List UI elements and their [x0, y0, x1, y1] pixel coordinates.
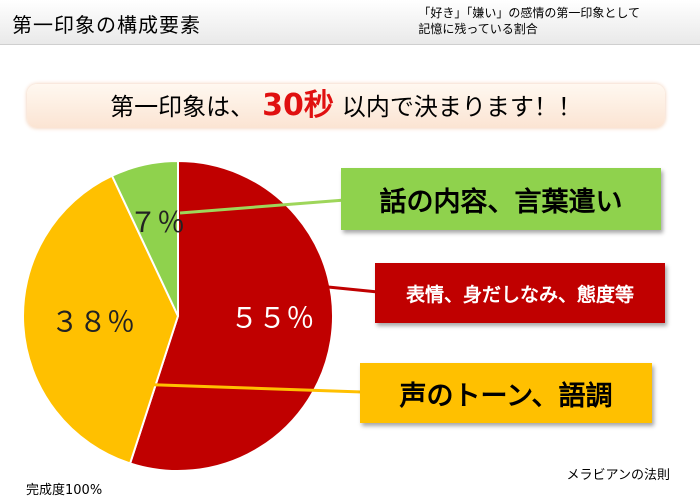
header-subtitle-line-2: 記憶に残っている割合 [418, 22, 538, 36]
footer-source: メラビアンの法則 [566, 468, 670, 483]
pie-label-1: ３８％ [51, 305, 135, 338]
headline-banner: 第一印象は、 30秒 以内で決まります！！ [27, 84, 665, 128]
footer-completion: 完成度100% [26, 483, 103, 498]
pie-slice-2 [110, 159, 179, 317]
pie-label-2: ７％ [129, 206, 185, 239]
pie-slice-1 [22, 174, 180, 465]
banner-highlight: 30秒 [262, 88, 334, 123]
leader-line-green [179, 198, 346, 215]
banner-prefix: 第一印象は、 [110, 93, 255, 121]
callout-red: 表情、身だしなみ、態度等 [375, 263, 665, 323]
page-title: 第一印象の構成要素 [12, 13, 201, 37]
header-subtitle-line-1: 「好き」「嫌い」の感情の第一印象として [418, 6, 640, 20]
pie-label-0: ５５％ [230, 301, 314, 334]
leader-line-yellow [131, 382, 363, 394]
pie-slice-0 [128, 159, 334, 472]
header-bar: 第一印象の構成要素 「好き」「嫌い」の感情の第一印象として 記憶に残っている割合 [0, 0, 700, 45]
header-subtitle: 「好き」「嫌い」の感情の第一印象として 記憶に残っている割合 [418, 5, 640, 37]
callout-green: 話の内容、言葉遣い [341, 168, 661, 230]
banner-suffix: 以内で決まります！！ [341, 93, 582, 121]
callout-yellow: 声のトーン、語調 [360, 363, 652, 423]
leader-line-red [307, 283, 379, 294]
